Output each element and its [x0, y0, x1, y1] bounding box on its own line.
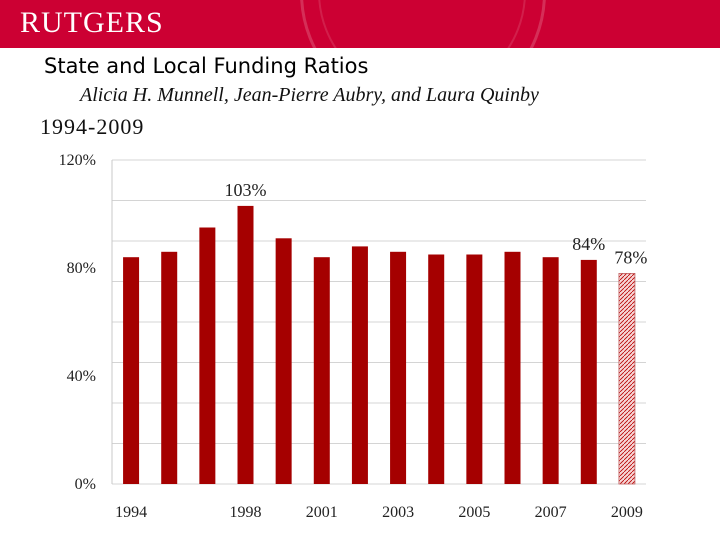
y-tick-label: 80% [67, 260, 96, 277]
slide-authors: Alicia H. Munnell, Jean-Pierre Aubry, an… [80, 84, 539, 106]
bar-2000 [275, 238, 292, 484]
y-tick-label: 40% [67, 368, 96, 385]
tick-labels: 0% 40% 80% 120% 1994 1998 2001 2003 2005 2007 2009 [59, 152, 643, 521]
bar-1994 [123, 257, 140, 484]
x-tick-label: 2007 [535, 504, 567, 521]
data-label-2009: 78% [614, 247, 647, 267]
header-banner: RUTGERS [0, 0, 720, 48]
bar-2006 [504, 251, 521, 484]
x-tick-label: 2001 [306, 504, 338, 521]
bars [123, 205, 636, 485]
bar-1995 [161, 251, 178, 484]
bar-1998 [237, 205, 254, 484]
x-tick-label: 2009 [611, 504, 643, 521]
slide-period: 1994-2009 [40, 114, 145, 139]
x-tick-label: 1994 [115, 504, 147, 521]
bar-1996 [199, 227, 216, 484]
bar-2003 [390, 251, 407, 484]
data-label-2008: 84% [572, 234, 605, 254]
y-tick-label: 0% [75, 476, 96, 493]
bar-2005 [466, 254, 483, 484]
x-tick-label: 2005 [458, 504, 490, 521]
slide-title: State and Local Funding Ratios [44, 54, 369, 78]
bar-2009 [618, 272, 636, 485]
x-tick-label: 2003 [382, 504, 414, 521]
y-tick-label: 120% [59, 152, 96, 169]
gridlines [111, 159, 646, 485]
bar-2001 [313, 257, 330, 484]
bar-2004 [428, 254, 445, 484]
data-labels: 103% 84% 78% [225, 180, 648, 268]
bar-2007 [542, 257, 559, 484]
x-tick-label: 1998 [230, 504, 262, 521]
rutgers-logo: RUTGERS [20, 6, 164, 39]
bar-2008 [580, 259, 597, 484]
data-label-1998: 103% [225, 180, 267, 200]
bar-2002 [351, 246, 368, 484]
